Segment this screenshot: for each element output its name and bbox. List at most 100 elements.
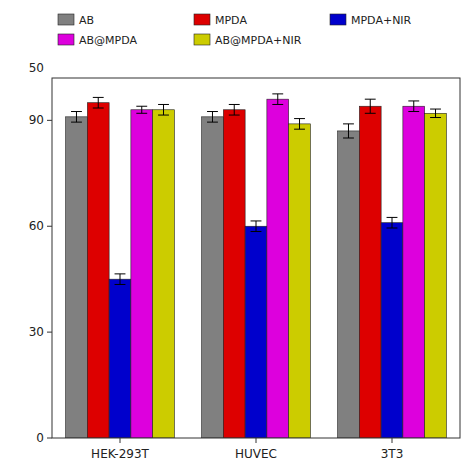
error-line [212,112,213,123]
y-tick-label: 90 [29,113,44,127]
error-cap [207,122,218,123]
plot-frame [52,78,460,438]
bar [425,113,447,438]
legend-item: MPDA [194,14,247,27]
error-line [392,217,393,228]
error-cap [387,217,398,218]
legend-swatch [330,14,346,25]
error-cap [365,113,376,114]
error-line [435,109,436,117]
legend-label: AB@MPDA+NIR [215,34,302,47]
error-cap [294,129,305,130]
error-bar [430,109,441,117]
error-cap [294,118,305,119]
error-cap [207,111,218,112]
legend-label: AB [79,14,94,27]
error-cap [430,109,441,110]
chart-container: 0306090HEK-293THUVEC3T350ABMPDAMPDA+NIRA… [0,0,474,474]
error-bar [158,104,169,115]
error-bar [272,94,283,105]
legend-swatch [194,34,210,45]
error-bar [115,274,126,285]
error-bar [71,112,82,123]
x-tick [120,438,121,443]
bar [289,124,311,438]
x-tick-label: HUVEC [235,447,277,461]
legend-swatch [58,14,74,25]
error-cap [229,104,240,105]
error-cap [93,97,104,98]
bar [223,110,245,438]
legend-label: AB@MPDA [79,34,137,47]
bar [202,117,224,438]
y-tick [47,226,52,227]
error-cap [408,100,419,101]
error-cap [272,104,283,105]
y-tick-label: 60 [29,219,44,233]
error-line [76,112,77,123]
legend-item: MPDA+NIR [330,14,412,27]
legend: AB MPDA MPDA+NIR AB@MPDA AB@MPDA+NIR [58,14,412,47]
legend-item: AB@MPDA [58,34,137,47]
error-line [256,221,257,232]
error-cap [229,115,240,116]
error-line [299,119,300,130]
error-cap [136,113,147,114]
error-cap [408,111,419,112]
error-bar [136,106,147,113]
legend-item: AB [58,14,94,27]
legend-label: MPDA [215,14,247,27]
bar [87,103,109,438]
error-cap [365,99,376,100]
bar [109,279,131,438]
error-cap [115,284,126,285]
chart: 0306090HEK-293THUVEC3T350ABMPDAMPDA+NIRA… [0,0,474,474]
y-tick [47,438,52,439]
bar [66,117,88,438]
error-line [163,104,164,115]
error-cap [343,123,354,124]
error-cap [136,106,147,107]
error-line [277,94,278,105]
error-bar [251,221,262,232]
legend-swatch [194,14,210,25]
error-bar [343,124,354,138]
bar [153,110,175,438]
x-tick [256,438,257,443]
x-tick-label: HEK-293T [91,447,149,461]
error-cap [71,111,82,112]
error-bar [229,104,240,115]
error-cap [115,273,126,274]
bar [131,110,153,438]
bar [338,131,360,438]
error-cap [251,220,262,221]
error-cap [158,115,169,116]
bar [267,99,289,438]
error-line [370,99,371,113]
error-bar [294,119,305,130]
bar [359,106,381,438]
error-cap [158,104,169,105]
y-tick [47,332,52,333]
error-cap [71,122,82,123]
y-tick-label: 0 [36,431,44,445]
error-cap [272,93,283,94]
error-line [348,124,349,138]
error-cap [251,231,262,232]
error-bar [365,99,376,113]
error-bar [93,97,104,108]
x-tick-label: 3T3 [381,447,404,461]
bar [245,226,267,438]
error-cap [93,108,104,109]
bar [403,106,425,438]
bars [66,94,447,438]
annotation: 50 [29,61,44,75]
x-tick [392,438,393,443]
plot-area [52,78,460,438]
y-tick-label: 30 [29,325,44,339]
error-cap [387,228,398,229]
error-line [413,101,414,112]
error-cap [343,138,354,139]
error-line [120,274,121,285]
error-line [98,97,99,108]
